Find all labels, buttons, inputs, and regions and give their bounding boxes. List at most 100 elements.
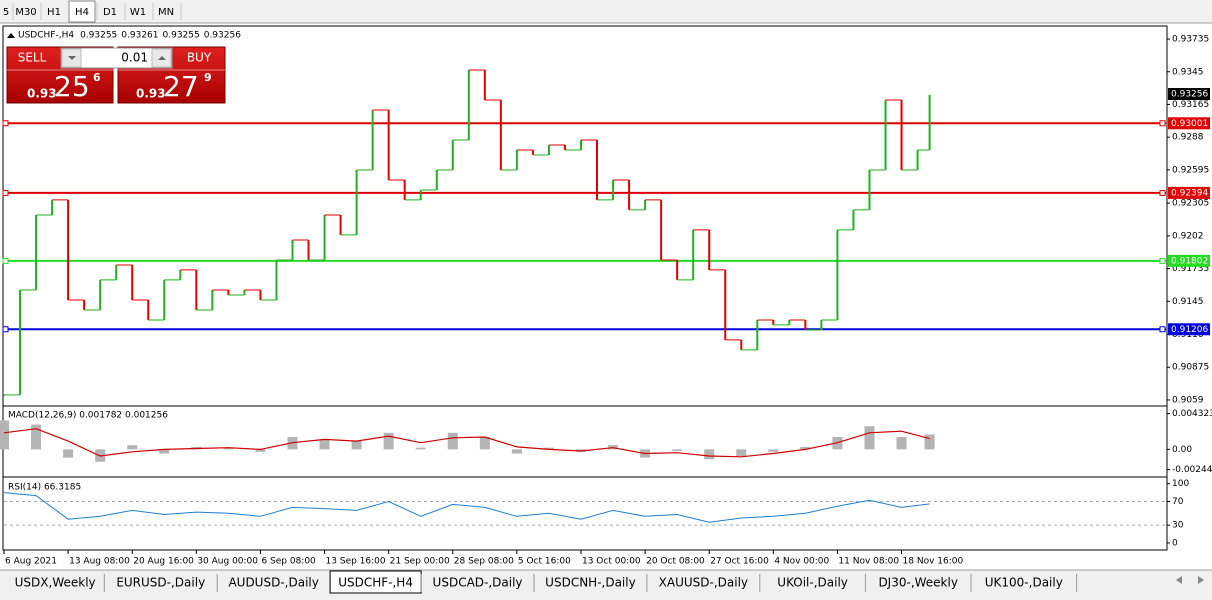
level-label: 0.92394 xyxy=(1171,188,1208,198)
x-tick-label: 27 Oct 16:00 xyxy=(710,557,769,567)
x-tick-label: 13 Oct 00:00 xyxy=(582,557,641,567)
level-label: 0.93001 xyxy=(1171,119,1208,129)
ohlc-value: 0.93255 xyxy=(163,31,200,41)
ask-pips: 27 xyxy=(163,70,199,103)
trade-panel: SELL BUY 0.01 0.93 25 6 0.93 27 9 xyxy=(6,46,226,104)
y-tick-label: 0.93165 xyxy=(1172,100,1209,110)
tab[interactable]: USDCNH-,Daily xyxy=(545,576,636,590)
macd-bar xyxy=(543,447,554,450)
x-tick-label: 20 Aug 16:00 xyxy=(133,557,194,567)
tab[interactable]: USDCHF-,H4 xyxy=(338,576,413,590)
macd-bar xyxy=(896,436,907,450)
y-tick-label: 0.9145 xyxy=(1172,297,1204,307)
macd-bar xyxy=(319,439,330,450)
macd-bar xyxy=(800,446,811,450)
x-tick-label: 13 Sep 16:00 xyxy=(326,557,386,567)
lot-value[interactable]: 0.01 xyxy=(121,51,148,65)
tab[interactable]: XAUUSD-,Daily xyxy=(659,576,748,590)
timeframe-button[interactable]: D1 xyxy=(103,7,117,18)
x-tick-label: 20 Oct 08:00 xyxy=(646,557,705,567)
x-tick-label: 6 Aug 2021 xyxy=(5,557,57,567)
y-tick-label: -0.002445 xyxy=(1172,465,1212,475)
tab[interactable]: USDCAD-,Daily xyxy=(433,576,523,590)
level-handle xyxy=(2,326,9,333)
y-tick-label: 0.9288 xyxy=(1172,133,1204,143)
macd-bar xyxy=(223,447,234,450)
timeframe-button[interactable]: H4 xyxy=(75,7,89,18)
collapse-icon[interactable] xyxy=(7,33,15,38)
level-handle xyxy=(1159,326,1166,333)
macd-bar xyxy=(383,432,394,450)
y-tick-label: 0 xyxy=(1172,538,1178,548)
rsi-line xyxy=(3,492,930,523)
macd-bar xyxy=(31,424,42,450)
y-tick-label: 70 xyxy=(1172,497,1184,507)
tab[interactable]: AUDUSD-,Daily xyxy=(228,576,318,590)
y-tick-label: 0.004323 xyxy=(1172,409,1212,419)
macd-bar xyxy=(415,447,426,450)
macd-bar xyxy=(768,449,779,452)
chart-frame xyxy=(2,25,1168,551)
macd-bar xyxy=(127,445,138,450)
x-tick-label: 5 Oct 16:00 xyxy=(518,557,571,567)
timeframe-button[interactable]: H1 xyxy=(47,7,61,18)
y-tick-label: 0.91735 xyxy=(1172,264,1209,274)
x-tick-label: 6 Sep 08:00 xyxy=(261,557,316,567)
ask-point: 9 xyxy=(204,71,212,84)
timeframe-button[interactable]: M30 xyxy=(15,7,36,18)
tab[interactable]: EURUSD-,Daily xyxy=(116,576,205,590)
signal-line xyxy=(3,428,930,458)
macd-bar xyxy=(736,449,747,456)
y-tick-label: 0.90875 xyxy=(1172,363,1209,373)
tab[interactable]: USDX,Weekly xyxy=(15,576,96,590)
y-tick-label: 30 xyxy=(1172,521,1184,531)
toolbar xyxy=(0,0,1212,23)
level-label: 0.91802 xyxy=(1171,256,1208,266)
buy-button[interactable]: BUY xyxy=(187,51,212,65)
macd-bar xyxy=(479,436,490,450)
tab[interactable]: UKOil-,Daily xyxy=(777,576,848,590)
macd-bar xyxy=(447,432,458,450)
level-handle xyxy=(2,189,9,196)
macd-bar xyxy=(63,449,74,458)
level-handle xyxy=(1159,120,1166,127)
macd-bar xyxy=(255,449,266,452)
sell-button[interactable]: SELL xyxy=(18,51,47,65)
timeframe-button[interactable]: W1 xyxy=(130,7,146,18)
y-tick-label: 0.92305 xyxy=(1172,199,1209,209)
x-tick-label: 4 Nov 00:00 xyxy=(774,557,829,567)
current-price-bg xyxy=(1168,88,1210,101)
lot-input[interactable] xyxy=(60,47,173,69)
y-tick-label: 0.9202 xyxy=(1172,231,1204,241)
level-handle xyxy=(1159,189,1166,196)
y-tick-label: 100 xyxy=(1172,479,1189,489)
indicator-title: RSI(14) 66.3185 xyxy=(8,483,81,493)
level-label-bg xyxy=(1168,323,1210,336)
level-handle xyxy=(2,257,9,264)
y-tick-label: 0.9059 xyxy=(1172,395,1204,405)
tab-scroll[interactable] xyxy=(1176,576,1204,584)
tab[interactable]: DJ30-,Weekly xyxy=(878,576,958,590)
tab[interactable]: UK100-,Daily xyxy=(985,576,1063,590)
level-label-bg xyxy=(1168,186,1210,199)
level-label-bg xyxy=(1168,117,1210,130)
ask-big: 0.93 xyxy=(136,87,166,101)
x-tick-label: 18 Nov 16:00 xyxy=(903,557,964,567)
x-tick-label: 13 Aug 08:00 xyxy=(69,557,130,567)
x-tick-label: 11 Nov 08:00 xyxy=(838,557,899,567)
x-tick-label: 28 Sep 08:00 xyxy=(454,557,514,567)
bid-big: 0.93 xyxy=(27,87,57,101)
level-label-bg xyxy=(1168,254,1210,267)
ohlc-value: 0.93255 xyxy=(80,31,117,41)
macd-bar xyxy=(864,426,875,450)
timeframe-button[interactable]: 5 xyxy=(3,7,9,18)
x-tick-label: 30 Aug 00:00 xyxy=(197,557,258,567)
y-tick-label: 0.00 xyxy=(1172,445,1192,455)
macd-bar xyxy=(159,449,170,454)
macd-bar xyxy=(672,449,683,452)
bid-pips: 25 xyxy=(54,70,90,103)
macd-bar xyxy=(704,449,715,460)
timeframe-button[interactable]: MN xyxy=(158,7,174,18)
